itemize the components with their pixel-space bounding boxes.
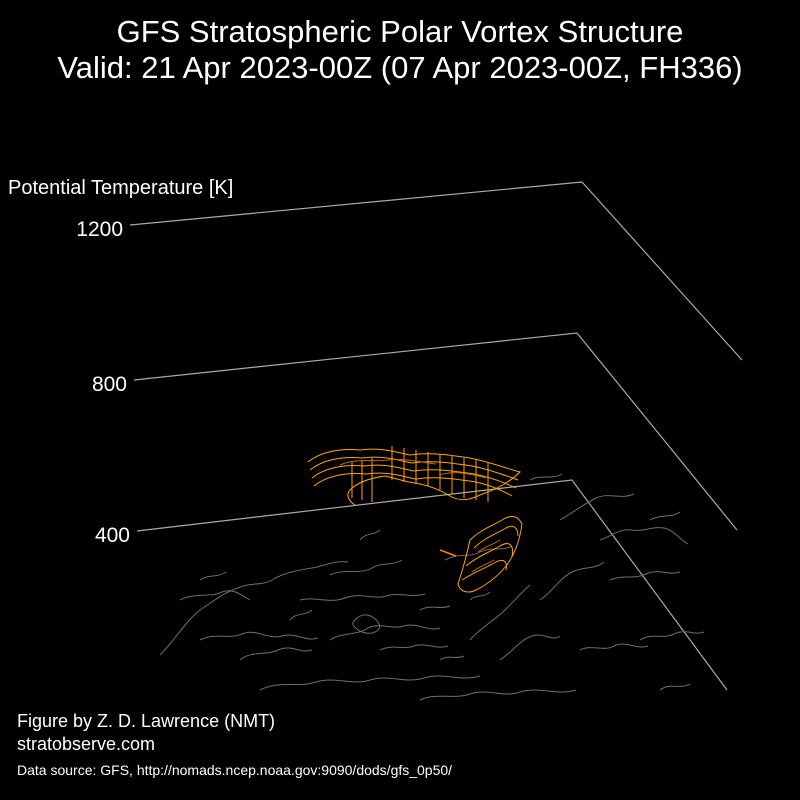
plane-800 xyxy=(133,332,738,531)
z-axis-label: Potential Temperature [K] xyxy=(8,177,233,199)
z-tick-label: 400 xyxy=(95,524,130,547)
chart-subtitle: Valid: 21 Apr 2023-00Z (07 Apr 2023-00Z,… xyxy=(57,50,743,85)
plane-400 xyxy=(136,479,728,691)
coastlines xyxy=(159,473,705,701)
chart-title: GFS Stratospheric Polar Vortex Structure xyxy=(116,14,684,49)
vortex-isentropes-inner xyxy=(339,459,501,573)
credit-author: Figure by Z. D. Lawrence (NMT) xyxy=(17,711,276,731)
data-source: Data source: GFS, http://nomads.ncep.noa… xyxy=(17,762,453,778)
z-tick-label: 1200 xyxy=(76,218,123,241)
plane-1200 xyxy=(129,181,743,361)
z-tick-label: 800 xyxy=(92,373,127,396)
vortex-fragment xyxy=(439,549,457,557)
vortex-isentropes xyxy=(307,446,523,593)
axis-box xyxy=(129,181,743,691)
credit-site: stratobserve.com xyxy=(17,734,156,754)
